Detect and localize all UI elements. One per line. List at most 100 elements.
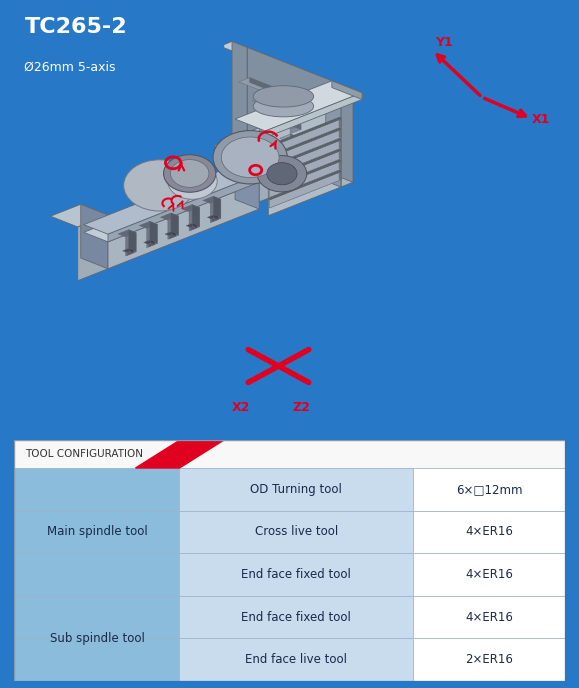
Polygon shape: [84, 173, 259, 242]
Polygon shape: [193, 223, 197, 228]
Polygon shape: [339, 118, 341, 127]
Polygon shape: [304, 144, 314, 153]
Polygon shape: [235, 47, 353, 94]
Polygon shape: [189, 208, 200, 231]
Polygon shape: [267, 129, 341, 158]
Polygon shape: [326, 95, 341, 187]
Text: Main spindle tool: Main spindle tool: [46, 526, 148, 539]
Polygon shape: [123, 248, 134, 252]
Polygon shape: [339, 170, 341, 172]
Polygon shape: [339, 140, 341, 148]
Bar: [179, 510, 413, 553]
Polygon shape: [291, 134, 314, 149]
Polygon shape: [129, 230, 136, 252]
Polygon shape: [339, 160, 341, 161]
Polygon shape: [270, 119, 341, 155]
Polygon shape: [290, 125, 301, 134]
Polygon shape: [250, 78, 274, 92]
Polygon shape: [144, 240, 155, 244]
Polygon shape: [293, 153, 328, 166]
Polygon shape: [168, 216, 178, 239]
Bar: [14, 553, 179, 596]
Polygon shape: [190, 225, 197, 230]
Polygon shape: [50, 204, 108, 227]
Text: End face fixed tool: End face fixed tool: [241, 568, 351, 581]
Text: X2: X2: [232, 401, 250, 413]
Polygon shape: [129, 248, 134, 253]
Polygon shape: [239, 78, 274, 92]
Polygon shape: [339, 160, 341, 169]
Ellipse shape: [253, 86, 314, 107]
Polygon shape: [277, 106, 287, 115]
Polygon shape: [214, 128, 305, 164]
Bar: [413, 638, 565, 681]
Text: 2×ER16: 2×ER16: [465, 654, 513, 666]
Polygon shape: [232, 41, 247, 140]
Polygon shape: [372, 3, 565, 123]
Polygon shape: [108, 182, 259, 269]
Polygon shape: [84, 165, 259, 234]
Polygon shape: [247, 47, 353, 182]
Text: Y1: Y1: [435, 36, 453, 49]
Bar: [14, 638, 179, 681]
Ellipse shape: [170, 160, 209, 187]
Polygon shape: [270, 139, 341, 169]
Polygon shape: [148, 241, 155, 247]
Text: Z2: Z2: [292, 401, 310, 413]
Polygon shape: [341, 89, 353, 187]
Polygon shape: [270, 151, 341, 187]
Polygon shape: [220, 41, 247, 52]
Polygon shape: [237, 131, 291, 159]
Polygon shape: [210, 200, 221, 223]
Polygon shape: [277, 115, 301, 129]
Polygon shape: [253, 95, 341, 129]
Polygon shape: [339, 118, 341, 119]
Polygon shape: [270, 172, 341, 208]
Polygon shape: [267, 170, 341, 199]
Text: Sub spindle tool: Sub spindle tool: [50, 632, 144, 645]
Polygon shape: [267, 149, 341, 178]
Polygon shape: [339, 129, 341, 138]
Bar: [413, 596, 565, 638]
Polygon shape: [151, 240, 155, 244]
Polygon shape: [339, 128, 341, 129]
Polygon shape: [267, 118, 341, 147]
Polygon shape: [14, 3, 223, 97]
Polygon shape: [80, 204, 108, 269]
Polygon shape: [226, 131, 291, 158]
Ellipse shape: [213, 131, 287, 184]
Bar: [413, 553, 565, 596]
Polygon shape: [78, 215, 108, 281]
Polygon shape: [259, 128, 305, 184]
Text: End face fixed tool: End face fixed tool: [241, 611, 351, 624]
Polygon shape: [267, 128, 341, 157]
Polygon shape: [118, 230, 136, 237]
Ellipse shape: [163, 155, 216, 192]
Ellipse shape: [221, 137, 279, 178]
Polygon shape: [150, 222, 157, 244]
Polygon shape: [270, 118, 341, 147]
Bar: [179, 468, 413, 510]
Polygon shape: [252, 96, 287, 110]
Text: Cross live tool: Cross live tool: [255, 526, 338, 539]
Polygon shape: [235, 80, 362, 131]
Bar: [179, 553, 413, 596]
Text: End face live tool: End face live tool: [245, 654, 347, 666]
Polygon shape: [171, 213, 178, 235]
Ellipse shape: [124, 160, 195, 211]
Polygon shape: [212, 217, 218, 222]
Text: 4×ER16: 4×ER16: [465, 526, 513, 539]
Polygon shape: [181, 204, 200, 212]
Bar: [413, 510, 565, 553]
Polygon shape: [203, 196, 221, 204]
Polygon shape: [108, 175, 259, 242]
Polygon shape: [267, 138, 341, 167]
Polygon shape: [235, 47, 247, 145]
Polygon shape: [126, 233, 136, 256]
Text: 4×ER16: 4×ER16: [465, 611, 513, 624]
Polygon shape: [267, 171, 341, 200]
Polygon shape: [214, 215, 218, 219]
Polygon shape: [339, 171, 341, 180]
Polygon shape: [280, 134, 314, 148]
Polygon shape: [263, 96, 287, 111]
